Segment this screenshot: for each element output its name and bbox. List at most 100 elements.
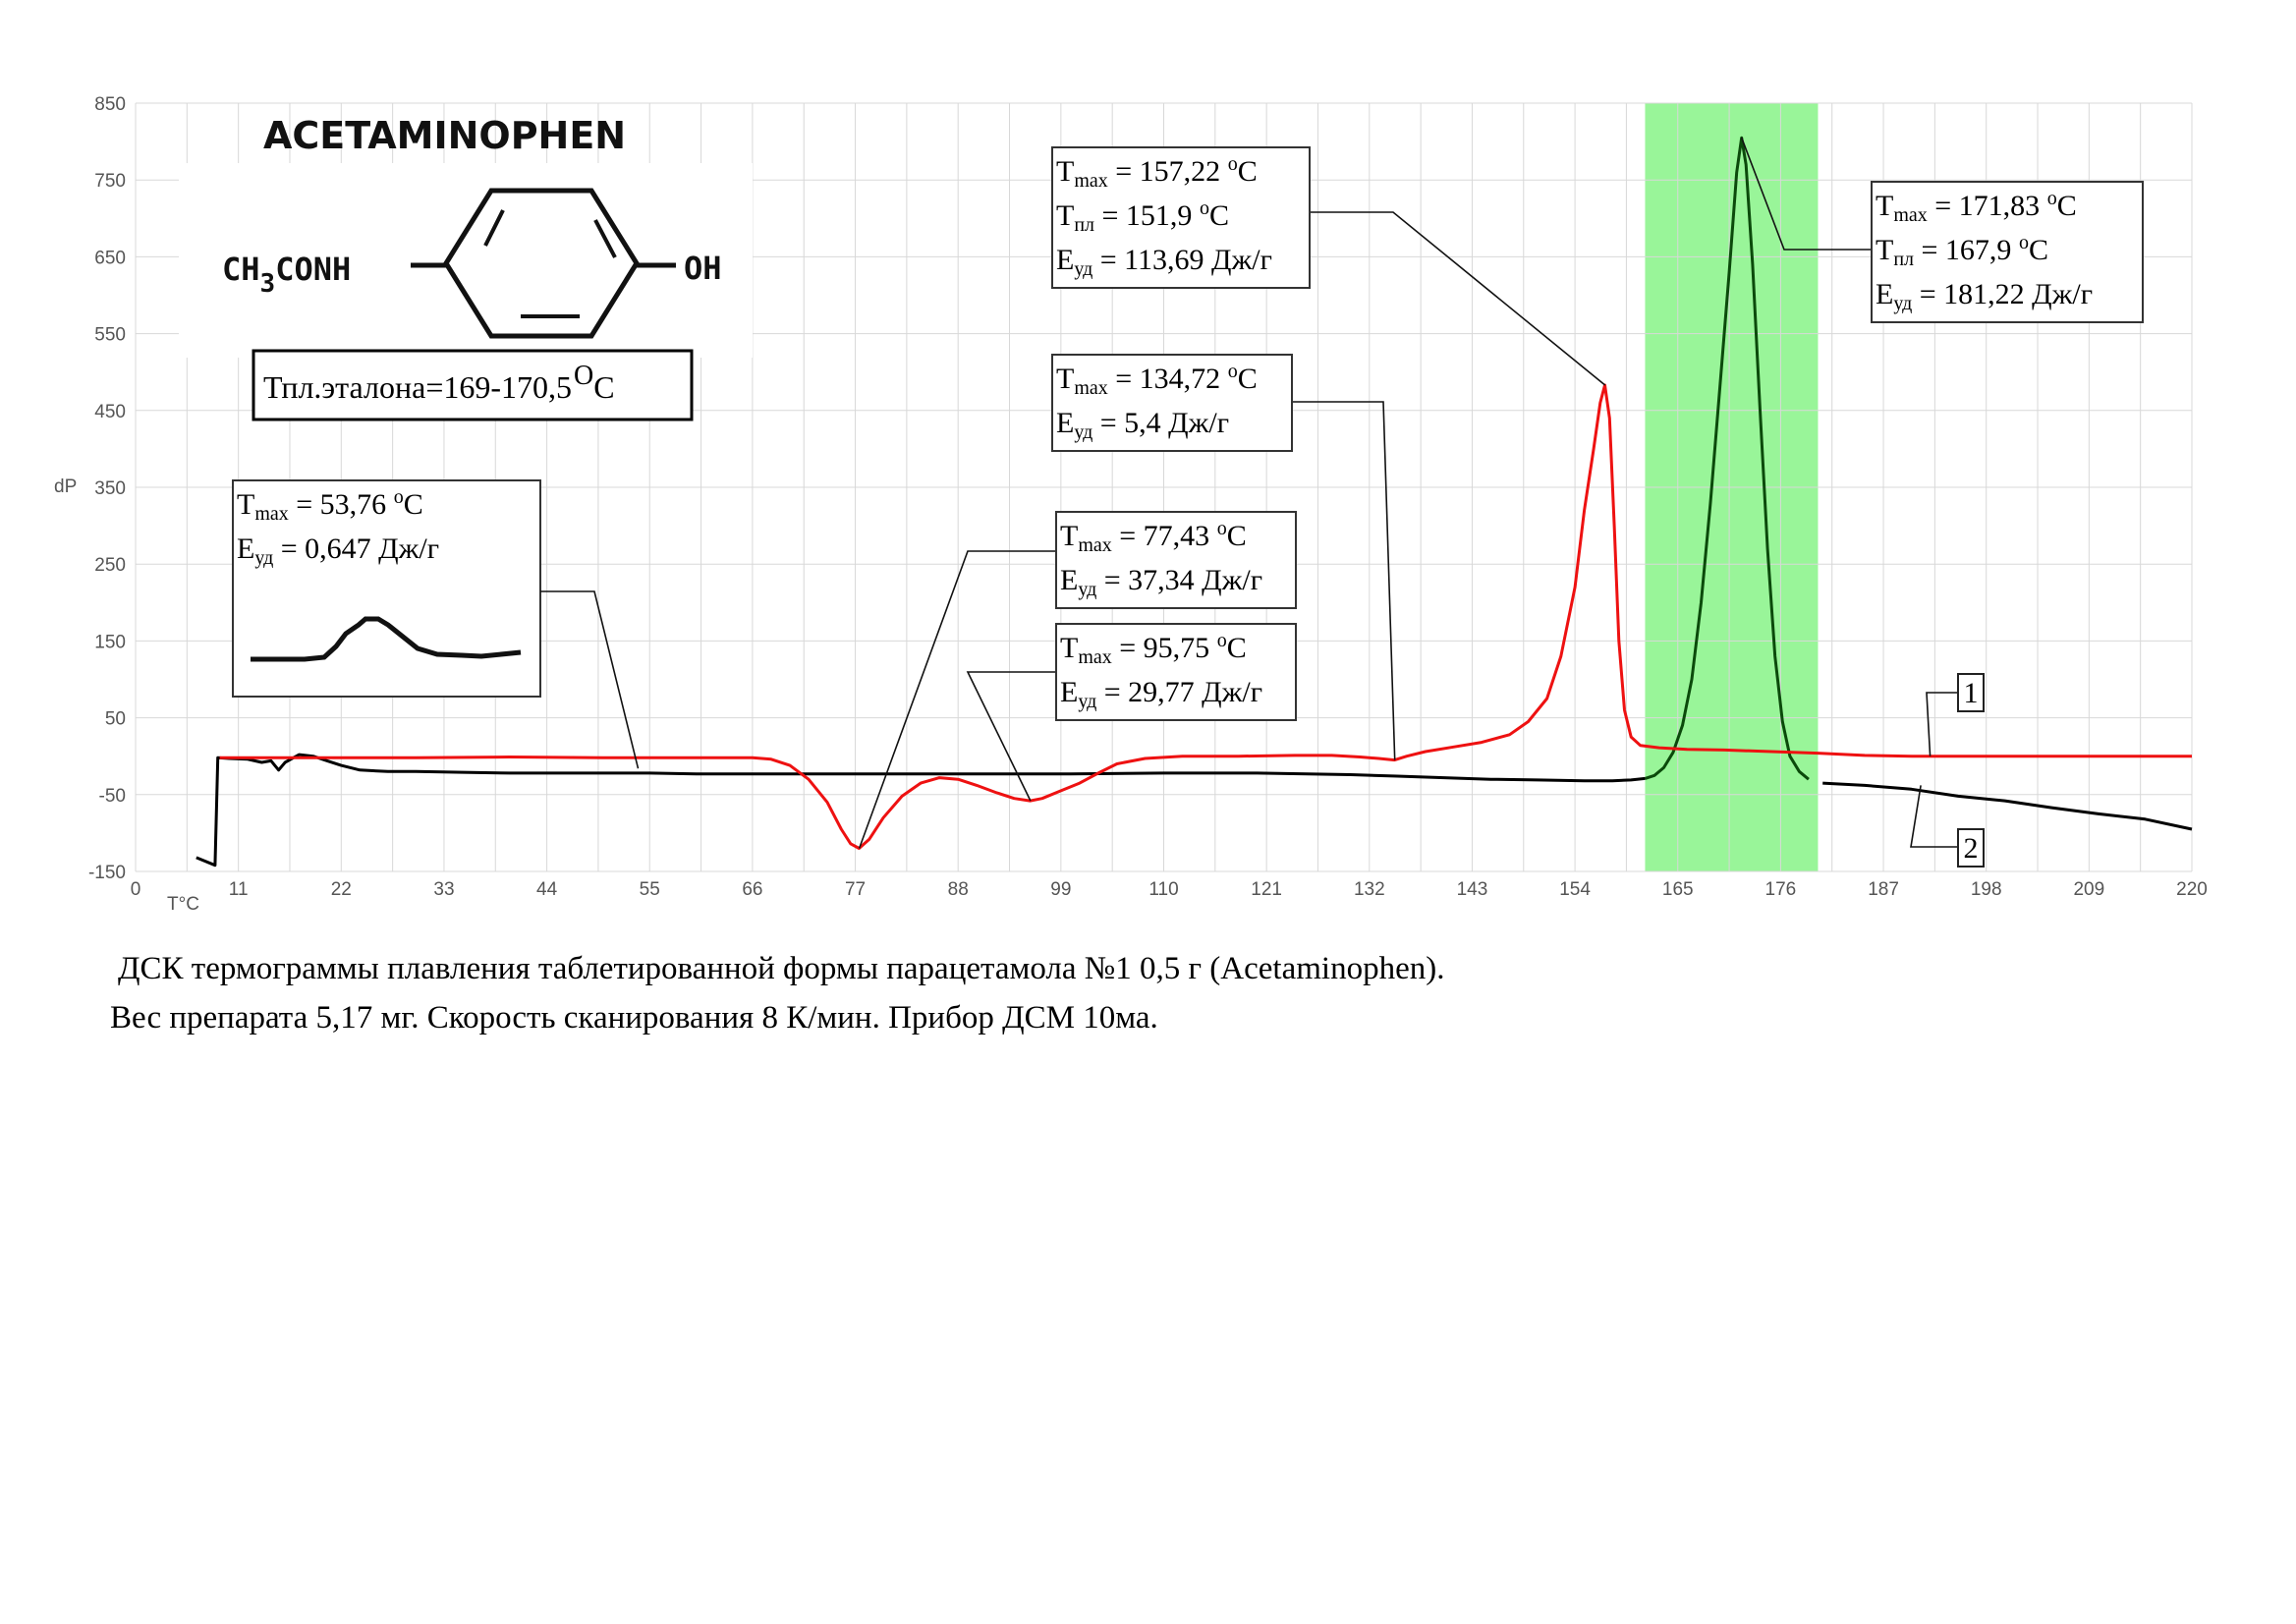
annotation-text-part: T [1060, 632, 1078, 664]
x-tick-label: 11 [229, 879, 249, 900]
figure-caption-line-2: Вес препарата 5,17 мг. Скорость сканиров… [110, 1000, 1158, 1036]
annotation-text-part: E [1056, 244, 1074, 276]
annotation-a3-l2: Eуд = 29,77 Дж/г [1060, 676, 1262, 712]
annotation-text-part: o [1200, 197, 1209, 219]
figure-caption-line-1: ДСК термограммы плавления таблетированно… [118, 951, 1445, 986]
x-tick-label: 165 [1662, 879, 1694, 900]
annotation-text-part: C [1238, 155, 1258, 188]
x-tick-label: 176 [1765, 879, 1797, 900]
annotation-text-part: = 151,9 [1094, 199, 1200, 232]
annotation-text-part: = 181,22 Дж/г [1912, 278, 2093, 310]
x-tick-label: 99 [1050, 879, 1071, 900]
annotation-text-part: o [1228, 361, 1238, 382]
y-tick-label: 50 [105, 709, 126, 730]
ring-double-bond-2 [593, 219, 617, 258]
annotation-text-part: = 113,69 Дж/г [1092, 244, 1272, 276]
x-tick-label: 88 [948, 879, 969, 900]
formula-right-group: OH [684, 250, 722, 287]
annotation-text-part: = 5,4 Дж/г [1092, 407, 1229, 439]
annotation-text-part: пл [1074, 214, 1094, 236]
annotation-text-part: E [237, 532, 254, 565]
annotation-text-part: o [394, 486, 404, 508]
annotation-a1-l1: Tmax = 53,76 oC [237, 486, 423, 525]
y-tick-labels: -150 -50 50 150 250 350 450 550 650 750 850 [88, 94, 126, 883]
annotation-text-part: T [1876, 190, 1893, 222]
annotation-text-part: max [1078, 534, 1111, 556]
annotation-text-part: C [404, 488, 423, 521]
annotation-text-part: уд [1078, 579, 1096, 600]
annotation-text-part: уд [1078, 691, 1096, 712]
annotation-text-part: T [1056, 199, 1074, 232]
x-tick-label: 154 [1559, 879, 1591, 900]
annotation-text-part: max [1893, 204, 1927, 226]
annotation-text-part: C [1238, 363, 1258, 395]
y-tick-label: 450 [94, 402, 126, 422]
annotation-text-part: T [237, 488, 254, 521]
annotation-a5-l2: Tпл = 151,9 oC [1056, 197, 1229, 236]
annotation-text-part: = 53,76 [289, 488, 394, 521]
annotation-text-part: уд [1074, 421, 1092, 443]
annotation-a6-l1: Tmax = 171,83 oC [1876, 188, 2077, 226]
formula-left-group: CH3CONH [222, 251, 351, 299]
x-axis-label: T°C [167, 894, 199, 915]
annotation-text-part: T [1060, 520, 1078, 552]
x-tick-label: 33 [433, 879, 454, 900]
series-2-line-tail [1822, 781, 2193, 831]
annotation-a1-l2: Eуд = 0,647 Дж/г [237, 532, 439, 569]
annotation-box-a3 [1055, 623, 1297, 721]
annotation-text-part: max [1074, 170, 1107, 192]
annotation-text-part: = 37,34 Дж/г [1096, 564, 1262, 596]
annotation-text-part: max [1078, 646, 1111, 668]
series-label-box-1 [1957, 673, 1985, 712]
annotation-text-part: = 0,647 Дж/г [273, 532, 439, 565]
structure-inset: ACETAMINOPHEN CH3CONH OH Тпл.эталона=169… [179, 114, 753, 421]
annotation-box-a4 [1051, 354, 1293, 452]
annotation-text-part: = 95,75 [1112, 632, 1217, 664]
annotation-a2-l1: Tmax = 77,43 oC [1060, 518, 1247, 556]
series-2-line-highlighted [1645, 136, 1810, 781]
annotation-text-part: E [1876, 278, 1893, 310]
series-layer [196, 136, 2193, 868]
ring-double-bond-1 [483, 209, 505, 247]
structure-background [179, 163, 753, 358]
x-tick-label: 132 [1354, 879, 1385, 900]
annotation-text-part: = 157,22 [1108, 155, 1228, 188]
annotation-text-part: o [1217, 630, 1227, 651]
peak-inset [232, 479, 541, 698]
y-tick-label: 350 [94, 478, 126, 499]
annotation-text-part: T [1876, 234, 1893, 266]
y-tick-label: -150 [88, 863, 126, 883]
compound-name: ACETAMINOPHEN [263, 114, 626, 157]
annotation-box-a2 [1055, 511, 1297, 609]
series-label-leader-1 [1926, 692, 1958, 756]
y-tick-label: 750 [94, 171, 126, 192]
x-tick-label: 220 [2176, 879, 2208, 900]
annotation-text-part: = 134,72 [1108, 363, 1228, 395]
annotation-a4-l2: Eуд = 5,4 Дж/г [1056, 407, 1229, 443]
x-tick-label: 22 [331, 879, 352, 900]
x-tick-label: 77 [845, 879, 866, 900]
annotation-text-part: max [254, 503, 288, 525]
x-tick-label: 44 [536, 879, 558, 900]
annotation-text-part: C [2029, 234, 2048, 266]
annotation-text-part: o [2019, 232, 2029, 253]
series-label-leader-2 [1910, 785, 1958, 848]
x-tick-label: 121 [1251, 879, 1282, 900]
annotation-text-part: = 77,43 [1112, 520, 1217, 552]
y-tick-label: 150 [94, 632, 126, 652]
x-tick-label: 0 [131, 879, 141, 900]
x-tick-label: 55 [640, 879, 660, 900]
annotation-text-part: E [1056, 407, 1074, 439]
x-tick-label: 143 [1457, 879, 1488, 900]
annotation-a6-l2: Tпл = 167,9 oC [1876, 232, 2048, 270]
annotation-box-a6 [1871, 181, 2144, 323]
annotation-text-part: уд [1074, 258, 1092, 280]
x-tick-label: 66 [742, 879, 762, 900]
annotation-text-part: o [2047, 188, 2057, 209]
annotation-text-part: уд [254, 547, 273, 569]
annotation-text-part: T [1056, 363, 1074, 395]
annotation-box-a5 [1051, 146, 1311, 289]
annotation-text-part: T [1056, 155, 1074, 188]
annotation-a6-l3: Eуд = 181,22 Дж/г [1876, 278, 2093, 314]
